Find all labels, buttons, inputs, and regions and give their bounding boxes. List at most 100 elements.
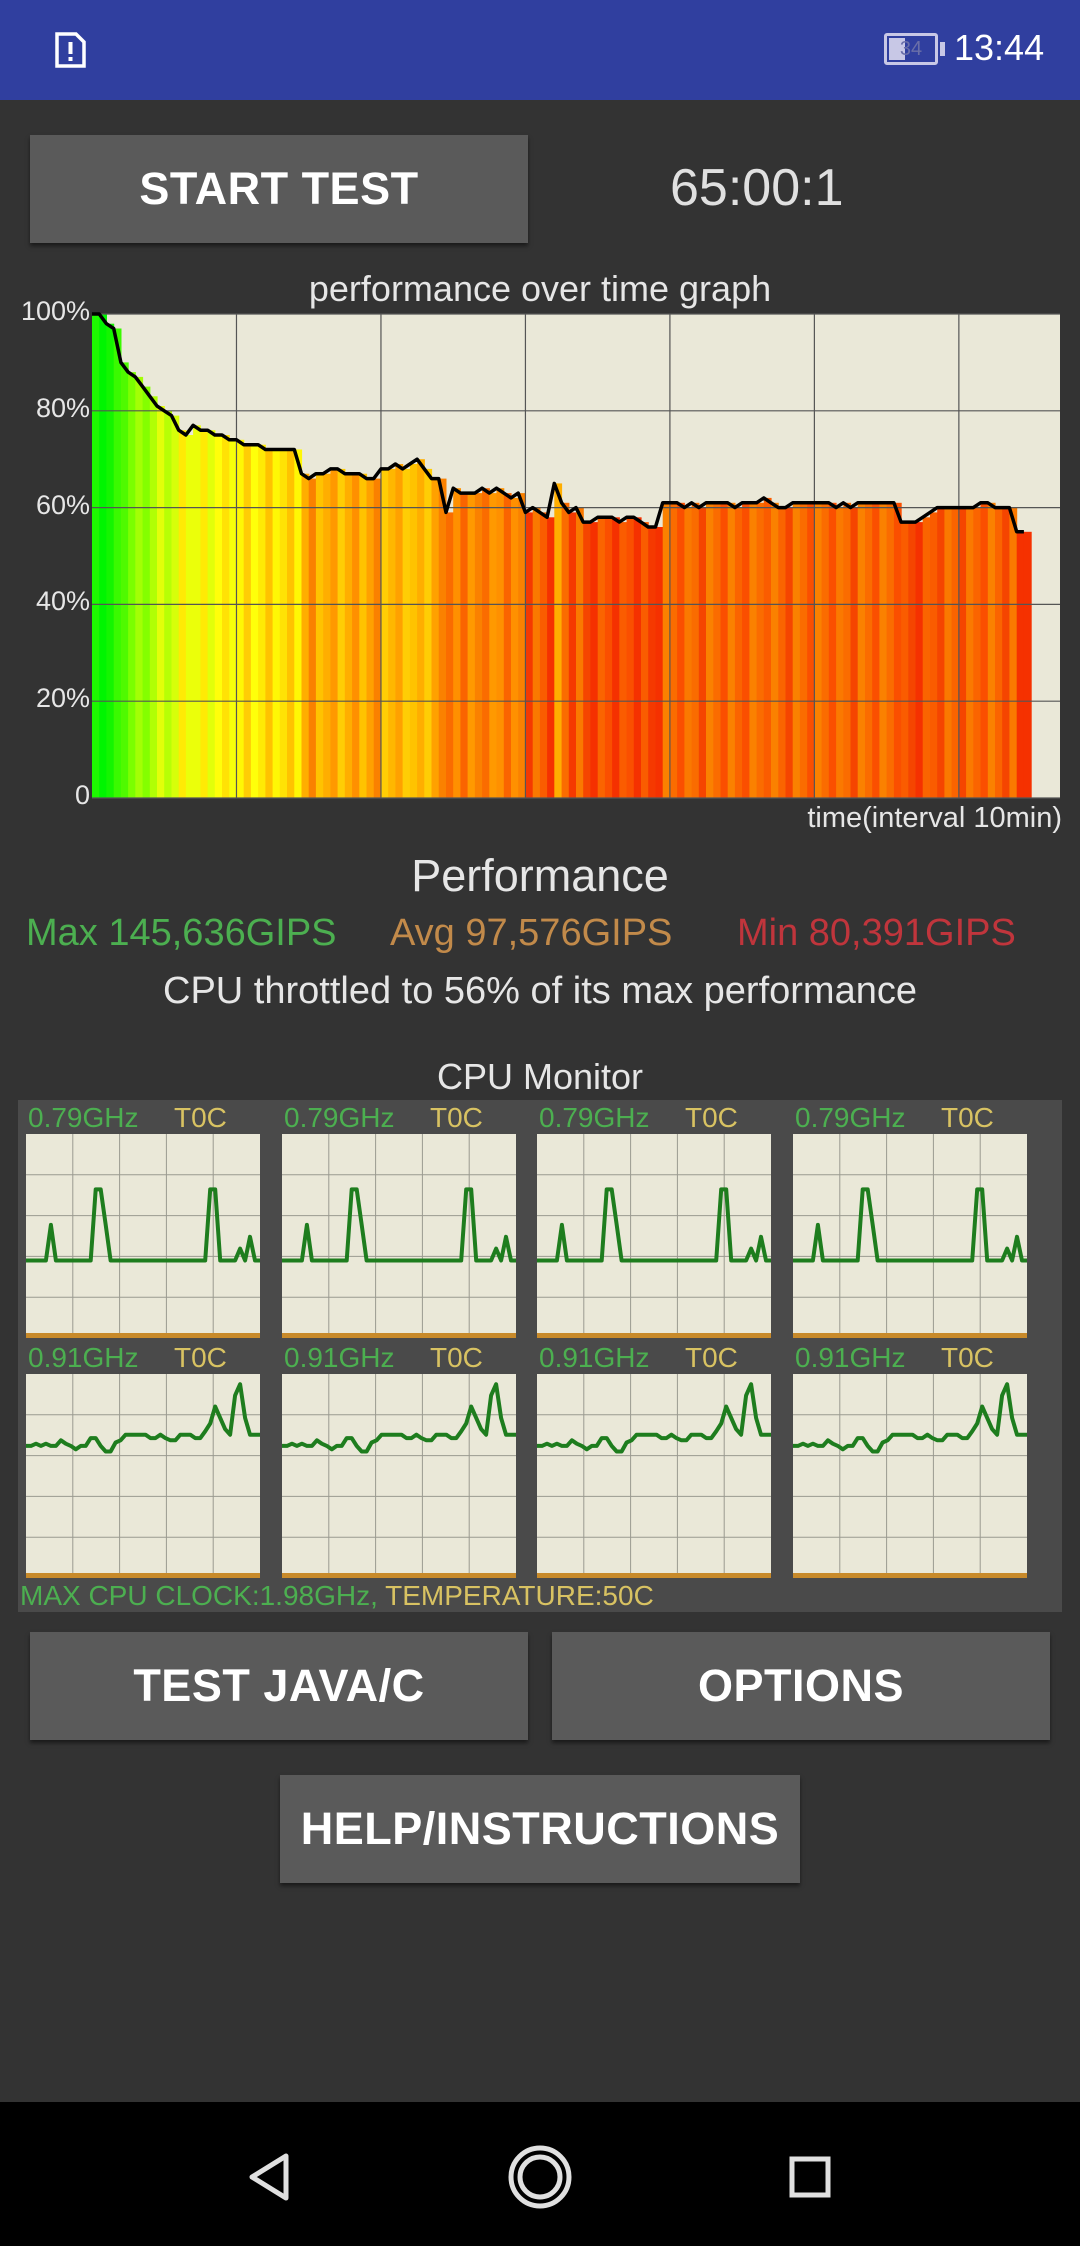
- performance-area-band: [207, 430, 216, 798]
- performance-heading: Performance: [411, 850, 669, 901]
- performance-area-band: [395, 464, 404, 798]
- core-plot-area: [793, 1134, 1027, 1338]
- cpu-core-monitor: 0.91GHz T0C: [26, 1342, 262, 1582]
- start-test-button[interactable]: START TEST: [30, 135, 528, 243]
- performance-area-band: [886, 502, 895, 798]
- performance-area-band: [908, 522, 917, 798]
- performance-area-band: [315, 473, 324, 798]
- recents-square-icon[interactable]: [775, 2142, 845, 2212]
- performance-area-band: [366, 478, 375, 798]
- performance-area-band: [879, 502, 888, 798]
- performance-area-band: [951, 507, 960, 798]
- performance-area-band: [1002, 507, 1010, 798]
- performance-area-band: [749, 502, 758, 798]
- y-tick-80: 80%: [35, 393, 90, 423]
- performance-area-band: [597, 517, 606, 798]
- performance-area-band: [893, 502, 902, 798]
- performance-area-band: [930, 512, 938, 798]
- performance-area-band: [236, 439, 245, 798]
- core-temperature: T0C: [941, 1342, 994, 1373]
- performance-area-band: [518, 493, 526, 798]
- test-duration-timer: 65:00:1: [670, 159, 844, 217]
- performance-area-band: [344, 473, 353, 798]
- performance-series-line: [92, 312, 1024, 534]
- performance-area-band: [641, 522, 649, 798]
- cpu-monitor-panel: MAX CPU CLOCK:1.98GHz, TEMPERATURE:50C 0…: [18, 1100, 1062, 1612]
- core-load-line: [793, 1382, 1027, 1454]
- options-button[interactable]: OPTIONS: [552, 1632, 1050, 1740]
- performance-area-band: [301, 473, 310, 798]
- core-plot-area: [537, 1134, 771, 1338]
- performance-area-band: [771, 502, 779, 798]
- performance-area-band: [604, 517, 613, 798]
- core-load-line: [537, 1382, 771, 1454]
- core-temperature: T0C: [430, 1102, 483, 1133]
- performance-area-band: [626, 517, 635, 798]
- performance-area-band: [966, 507, 974, 798]
- performance-area-band: [684, 507, 693, 798]
- help-instructions-button[interactable]: HELP/INSTRUCTIONS: [280, 1775, 800, 1883]
- max-cpu-clock: MAX CPU CLOCK:1.98GHz,: [20, 1580, 378, 1611]
- performance-area-band: [438, 478, 447, 798]
- x-axis-label: time(interval 10min): [807, 802, 1062, 834]
- performance-area-band: [460, 493, 469, 798]
- core-temperature: T0C: [941, 1102, 994, 1133]
- y-tick-60: 60%: [35, 490, 90, 520]
- core-temperature: T0C: [430, 1342, 483, 1373]
- core-baseline-bar: [537, 1573, 771, 1578]
- battery-level: 34: [899, 38, 923, 60]
- core-baseline-bar: [793, 1573, 1027, 1578]
- alert-document-icon: [55, 32, 86, 68]
- performance-area-band: [157, 406, 165, 798]
- battery-icon: 34: [884, 33, 938, 65]
- performance-area-band: [1009, 507, 1018, 798]
- performance-area-band: [561, 502, 570, 798]
- core-load-line: [26, 1382, 260, 1454]
- performance-area-band: [807, 502, 815, 798]
- performance-area-band: [872, 502, 880, 798]
- core-plot-area: [282, 1134, 516, 1338]
- performance-area-band: [359, 473, 368, 798]
- performance-area-band: [554, 483, 563, 798]
- performance-area-band: [214, 435, 223, 798]
- back-triangle-icon[interactable]: [234, 2142, 304, 2212]
- performance-area-band: [323, 473, 331, 798]
- performance-area-band: [525, 512, 534, 798]
- performance-area-band: [1023, 531, 1032, 798]
- performance-area-band: [713, 502, 722, 798]
- core-baseline-bar: [282, 1573, 516, 1578]
- performance-area-band: [352, 473, 360, 798]
- performance-area-band: [655, 527, 664, 798]
- performance-area-band: [547, 517, 555, 798]
- test-java-c-button[interactable]: TEST JAVA/C: [30, 1632, 528, 1740]
- performance-area-band: [120, 362, 129, 798]
- performance-area-band: [583, 522, 591, 798]
- performance-area-band: [633, 517, 642, 798]
- performance-area-band: [453, 488, 461, 798]
- performance-area-band: [489, 493, 498, 798]
- performance-area-band: [756, 502, 765, 798]
- y-tick-20: 20%: [35, 683, 90, 713]
- core-plot-area: [793, 1374, 1027, 1578]
- performance-area-band: [503, 493, 512, 798]
- performance-area-band: [865, 502, 873, 798]
- performance-area-band: [222, 435, 230, 798]
- performance-area-band: [698, 507, 707, 798]
- performance-area-band: [265, 449, 274, 798]
- performance-area-band: [532, 507, 541, 798]
- performance-area-band: [958, 507, 967, 798]
- performance-area-band: [373, 478, 382, 798]
- graph-title: performance over time graph: [308, 268, 772, 309]
- performance-area-band: [424, 468, 433, 798]
- performance-area-band: [193, 425, 201, 798]
- core-baseline-bar: [282, 1333, 516, 1338]
- core-load-plot: [537, 1134, 771, 1338]
- core-load-plot: [282, 1374, 516, 1578]
- performance-area-band: [511, 497, 519, 798]
- home-circle-icon[interactable]: [505, 2142, 575, 2212]
- cpu-core-monitor: 0.91GHz T0C: [793, 1342, 1029, 1582]
- core-baseline-bar: [793, 1333, 1027, 1338]
- performance-area-band: [409, 464, 418, 798]
- performance-area-band: [482, 488, 490, 798]
- performance-area-band: [1016, 531, 1025, 798]
